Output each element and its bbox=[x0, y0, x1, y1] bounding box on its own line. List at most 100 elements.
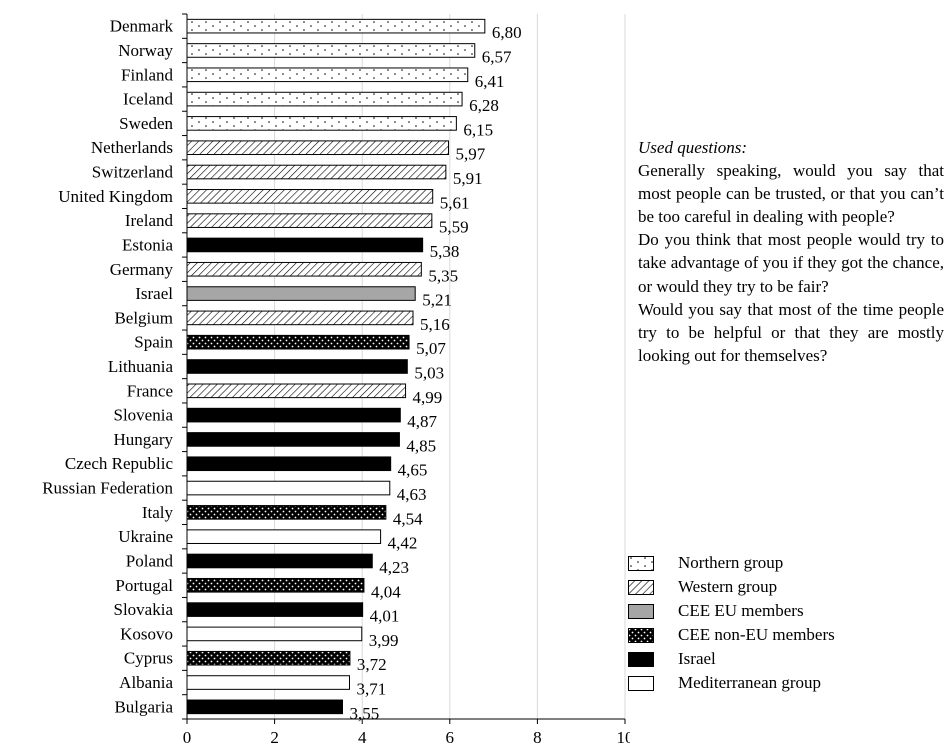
legend-label: Israel bbox=[678, 649, 716, 668]
category-label: Portugal bbox=[115, 576, 173, 595]
category-label: United Kingdom bbox=[58, 187, 173, 206]
labels: 0 2 4 6 8 10 Denmark 6,80 Norway 6,57 Finland 6,41 I… bbox=[42, 17, 630, 747]
legend-item: CEE EU members bbox=[628, 599, 835, 623]
data-label: 4,99 bbox=[413, 388, 443, 407]
trust-bar-chart: 0 2 4 6 8 10 Denmark 6,80 Norway 6,57 Finland 6,41 I… bbox=[42, 13, 630, 747]
used-questions-note: Used questions: Generally speaking, woul… bbox=[638, 136, 944, 367]
category-label: Iceland bbox=[123, 90, 174, 109]
data-label: 4,54 bbox=[393, 509, 423, 528]
legend-label: CEE non-EU members bbox=[678, 625, 835, 644]
bar bbox=[186, 310, 414, 326]
data-label: 4,65 bbox=[398, 461, 428, 480]
legend-label: Mediterranean group bbox=[678, 673, 822, 692]
category-label: Germany bbox=[110, 260, 174, 279]
legend-swatch-graphic bbox=[628, 555, 654, 571]
category-label: Slovenia bbox=[114, 406, 174, 425]
data-label: 5,91 bbox=[453, 169, 483, 188]
category-label: Russian Federation bbox=[42, 479, 173, 498]
legend-swatch bbox=[628, 579, 668, 595]
category-label: Lithuania bbox=[108, 357, 174, 376]
legend-item: Western group bbox=[628, 575, 835, 599]
data-label: 5,21 bbox=[422, 291, 452, 310]
data-label: 4,23 bbox=[379, 558, 409, 577]
category-label: Poland bbox=[126, 551, 174, 570]
bars bbox=[186, 18, 486, 715]
data-label: 6,80 bbox=[492, 23, 522, 42]
bar bbox=[186, 383, 407, 399]
x-tick-label: 4 bbox=[358, 728, 367, 747]
bar bbox=[186, 91, 463, 107]
data-label: 4,04 bbox=[371, 582, 401, 601]
category-label: Finland bbox=[121, 65, 173, 84]
data-label: 5,97 bbox=[455, 145, 485, 164]
note-question-3: Would you say that most of the time peop… bbox=[638, 299, 944, 365]
data-label: 4,01 bbox=[370, 607, 400, 626]
category-label: Belgium bbox=[114, 308, 173, 327]
data-label: 5,16 bbox=[420, 315, 450, 334]
data-label: 3,72 bbox=[357, 655, 387, 674]
category-label: Estonia bbox=[122, 235, 173, 254]
data-label: 6,15 bbox=[463, 120, 493, 139]
legend-item: Northern group bbox=[628, 551, 835, 575]
legend-item: Israel bbox=[628, 647, 835, 671]
category-label: Ukraine bbox=[118, 527, 173, 546]
notes-title: Used questions: bbox=[638, 138, 748, 157]
bar bbox=[186, 140, 449, 156]
bar bbox=[186, 456, 392, 472]
category-label: Ireland bbox=[125, 211, 174, 230]
legend-swatch-graphic bbox=[628, 651, 654, 667]
legend: Northern group Western group CEE EU memb… bbox=[628, 551, 835, 695]
legend-swatch bbox=[628, 651, 668, 667]
data-label: 4,87 bbox=[407, 412, 437, 431]
bar bbox=[186, 237, 424, 253]
legend-swatch bbox=[628, 603, 668, 619]
legend-label: CEE EU members bbox=[678, 601, 804, 620]
bar bbox=[186, 602, 364, 617]
legend-swatch bbox=[628, 675, 668, 691]
legend-label: Northern group bbox=[678, 553, 784, 572]
bar bbox=[186, 334, 410, 350]
x-tick-label: 0 bbox=[183, 728, 192, 747]
legend-swatch-graphic bbox=[628, 675, 654, 691]
bar bbox=[186, 407, 401, 423]
category-label: Switzerland bbox=[92, 163, 174, 182]
category-label: Kosovo bbox=[120, 624, 173, 643]
category-label: Denmark bbox=[110, 17, 174, 36]
data-label: 5,35 bbox=[428, 266, 458, 285]
axes bbox=[182, 13, 626, 724]
x-tick-label: 8 bbox=[533, 728, 542, 747]
legend-item: Mediterranean group bbox=[628, 671, 835, 695]
x-tick-label: 10 bbox=[617, 728, 631, 747]
bar bbox=[186, 529, 382, 544]
category-label: France bbox=[127, 381, 173, 400]
legend-label: Western group bbox=[678, 577, 778, 596]
bar bbox=[186, 626, 363, 642]
category-label: Israel bbox=[135, 284, 173, 303]
bar bbox=[186, 261, 422, 277]
bar bbox=[186, 67, 469, 83]
data-label: 5,61 bbox=[440, 193, 470, 212]
data-label: 5,59 bbox=[439, 218, 469, 237]
category-label: Cyprus bbox=[124, 649, 173, 668]
bar bbox=[186, 189, 434, 204]
category-label: Sweden bbox=[119, 114, 173, 133]
bar bbox=[186, 432, 400, 447]
data-label: 4,42 bbox=[388, 534, 418, 553]
bar bbox=[186, 359, 408, 374]
data-label: 6,28 bbox=[469, 96, 499, 115]
bar bbox=[186, 650, 351, 666]
bar bbox=[186, 18, 486, 34]
bar bbox=[186, 480, 391, 496]
data-label: 4,85 bbox=[406, 436, 436, 455]
category-label: Hungary bbox=[114, 430, 174, 449]
bar bbox=[186, 286, 416, 301]
legend-swatch-graphic bbox=[628, 579, 654, 595]
category-label: Albania bbox=[119, 673, 173, 692]
data-label: 4,63 bbox=[397, 485, 427, 504]
legend-swatch-graphic bbox=[628, 627, 654, 643]
data-label: 3,99 bbox=[369, 631, 399, 650]
data-label: 5,07 bbox=[416, 339, 446, 358]
data-label: 5,38 bbox=[430, 242, 460, 261]
category-label: Slovakia bbox=[114, 600, 174, 619]
x-tick-label: 6 bbox=[446, 728, 455, 747]
